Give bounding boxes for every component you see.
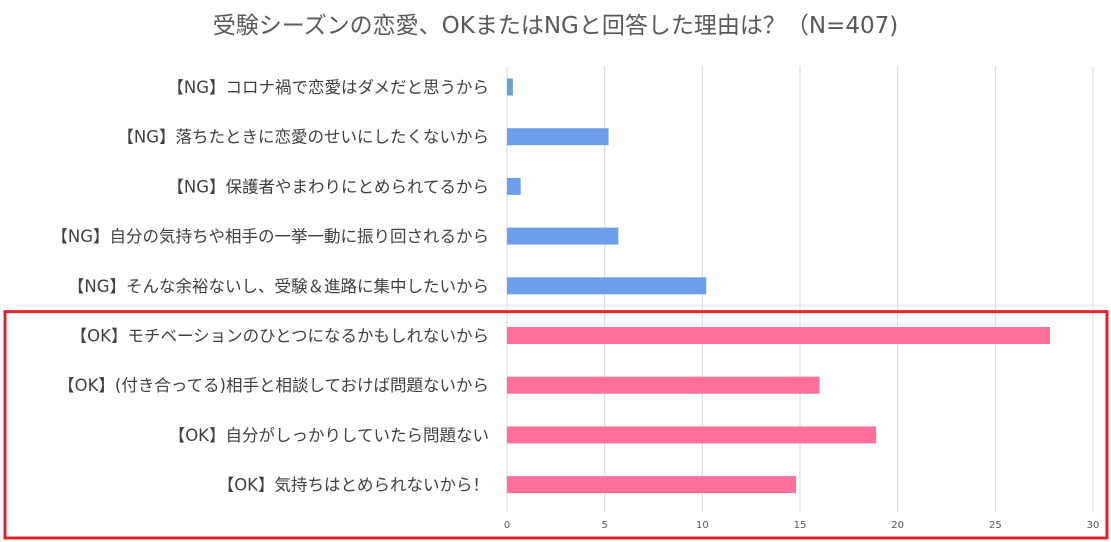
category-label: 【NG】保護者やまわりにとめられてるから [167, 177, 489, 196]
bar [507, 128, 609, 146]
category-label: 【OK】(付き合ってる)相手と相談しておけば問題ないから [58, 376, 489, 395]
x-tick-label: 15 [794, 520, 807, 531]
bar [507, 78, 513, 96]
highlight-box [3, 310, 1109, 540]
bar [507, 227, 619, 245]
x-tick-label: 0 [504, 520, 510, 531]
category-label: 【OK】モチベーションのひとつになるかもしれないから [71, 327, 489, 346]
bar [507, 426, 877, 444]
category-label: 【NG】落ちたときに恋愛のせいにしたくないから [117, 127, 489, 147]
bar [507, 277, 707, 295]
bar [507, 177, 521, 195]
category-label: 【NG】コロナ禍で恋愛はダメだと思うから [167, 77, 489, 97]
x-tick-label: 5 [601, 520, 607, 531]
bar [507, 476, 797, 494]
x-tick-label: 10 [696, 520, 709, 531]
bar [507, 376, 820, 394]
x-tick-label: 25 [989, 520, 1002, 531]
bar [507, 327, 1051, 344]
x-tick-label: 30 [1087, 520, 1100, 531]
category-label: 【NG】そんな余裕ないし、受験＆進路に集中したいから [68, 277, 489, 296]
category-label: 【NG】自分の気持ちや相手の一挙一動に振り回されるから [51, 227, 489, 246]
category-label: 【OK】自分がしっかりしていたら問題ない [169, 426, 489, 445]
chart-title: 受験シーズンの恋愛、OKまたはNGと回答した理由は？（N=407) [212, 13, 899, 39]
category-label: 【OK】気持ちはとめられないから！ [218, 476, 489, 495]
x-tick-label: 20 [891, 520, 904, 531]
